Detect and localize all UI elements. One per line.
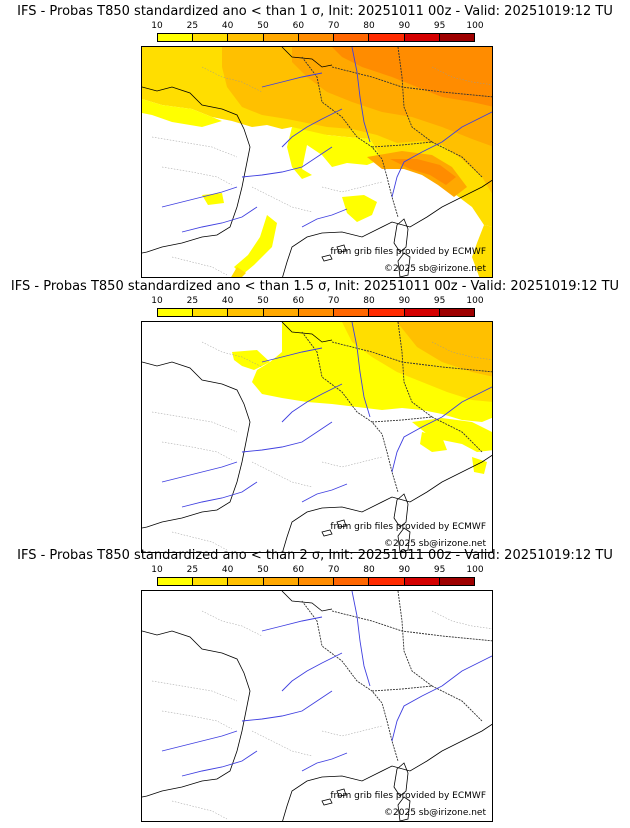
probability-map: from grib files provided by ECMWF ©2025 … (141, 321, 493, 553)
colorbar-segment (193, 578, 229, 585)
source-credit: from grib files provided by ECMWF (330, 522, 486, 532)
colorbar-tick-label: 10 (151, 21, 163, 31)
colorbar-segment (439, 34, 474, 41)
colorbar-tick-label: 80 (363, 565, 375, 575)
colorbar-tick-label: 25 (186, 21, 199, 31)
colorbar-tick-label: 80 (363, 21, 375, 31)
colorbar-tick-label: 60 (292, 565, 305, 575)
map-canvas (142, 591, 492, 821)
forecast-panel-2sigma: IFS - Probas T850 standardized ano < tha… (0, 548, 630, 824)
colorbar-tick-label: 40 (221, 296, 234, 306)
colorbar-segment (298, 578, 335, 585)
probability-fill (142, 47, 492, 277)
colorbar-segment (404, 309, 440, 316)
rivers (161, 47, 492, 233)
colorbar-segment (369, 309, 405, 316)
colorbar-segment (369, 34, 405, 41)
borders (301, 591, 492, 762)
colorbar-tick-label: 40 (221, 565, 234, 575)
admin-lines (151, 66, 492, 276)
colorbar-segment (263, 34, 299, 41)
colorbar-segment (228, 578, 264, 585)
colorbar-segment (298, 34, 335, 41)
colorbar-tick-label: 95 (433, 565, 446, 575)
copyright-credit: ©2025 sb@irizone.net (384, 264, 486, 274)
colorbar-tick-label: 50 (257, 21, 269, 31)
colorbar-tick-label: 40 (221, 21, 234, 31)
colorbar-tick-label: 100 (466, 565, 484, 575)
forecast-panel-1sigma: IFS - Probas T850 standardized ano < tha… (0, 4, 630, 280)
colorbar-ticks: 10 25 40 50 60 70 80 90 95 100 (151, 296, 483, 307)
colorbar-tick-label: 95 (433, 21, 446, 31)
colorbar-segment (404, 34, 440, 41)
colorbar-segment (439, 309, 474, 316)
colorbar-tick-label: 25 (186, 565, 199, 575)
admin-lines (151, 341, 492, 551)
colorbar-segment (193, 309, 229, 316)
colorbar-ticks: 10 25 40 50 60 70 80 90 95 100 (151, 21, 483, 32)
colorbar-tick-label: 70 (327, 296, 340, 306)
colorbar-segment (334, 34, 370, 41)
colorbar-segment (404, 578, 440, 585)
colorbar-tick-label: 50 (257, 296, 269, 306)
coastlines (142, 47, 492, 277)
colorbar-segment (263, 309, 299, 316)
probability-map: from grib files provided by ECMWF ©2025 … (141, 590, 493, 822)
probability-colorbar (157, 33, 475, 42)
colorbar-segment (228, 34, 264, 41)
colorbar-tick-label: 90 (398, 296, 411, 306)
coastlines (142, 322, 492, 552)
probability-colorbar (157, 308, 475, 317)
copyright-credit: ©2025 sb@irizone.net (384, 539, 486, 549)
colorbar-tick-label: 60 (292, 21, 305, 31)
colorbar-tick-label: 60 (292, 296, 305, 306)
colorbar-segment (439, 578, 474, 585)
colorbar-tick-label: 70 (327, 565, 340, 575)
colorbar-tick-label: 100 (466, 21, 484, 31)
colorbar-tick-label: 95 (433, 296, 446, 306)
probability-colorbar (157, 577, 475, 586)
colorbar-tick-label: 10 (151, 296, 163, 306)
source-credit: from grib files provided by ECMWF (330, 791, 486, 801)
colorbar-tick-label: 90 (398, 565, 411, 575)
colorbar-tick-label: 80 (363, 296, 375, 306)
map-canvas (142, 47, 492, 277)
colorbar-segment (369, 578, 405, 585)
rivers (161, 322, 492, 508)
colorbar-segment (158, 578, 194, 585)
forecast-panel-1-5sigma: IFS - Probas T850 standardized ano < tha… (0, 279, 630, 555)
colorbar-segment (158, 34, 194, 41)
panel-title: IFS - Probas T850 standardized ano < tha… (17, 548, 613, 563)
source-credit: from grib files provided by ECMWF (330, 247, 486, 257)
colorbar-tick-label: 25 (186, 296, 199, 306)
colorbar-tick-label: 70 (327, 21, 340, 31)
copyright-credit: ©2025 sb@irizone.net (384, 808, 486, 818)
colorbar-segment (228, 309, 264, 316)
colorbar-segment (334, 578, 370, 585)
colorbar-tick-label: 10 (151, 565, 163, 575)
colorbar-segment (334, 309, 370, 316)
colorbar-segment (263, 578, 299, 585)
probability-map: from grib files provided by ECMWF ©2025 … (141, 46, 493, 278)
colorbar-tick-label: 100 (466, 296, 484, 306)
borders (301, 322, 492, 493)
colorbar-segment (193, 34, 229, 41)
rivers (161, 591, 492, 777)
colorbar-tick-label: 90 (398, 21, 411, 31)
borders (301, 47, 492, 218)
colorbar-segment (298, 309, 335, 316)
colorbar-segment (158, 309, 194, 316)
panel-title: IFS - Probas T850 standardized ano < tha… (17, 4, 613, 19)
colorbar-tick-label: 50 (257, 565, 269, 575)
admin-lines (151, 610, 492, 820)
probability-fill (232, 322, 492, 474)
panel-title: IFS - Probas T850 standardized ano < tha… (10, 279, 620, 294)
coastlines (142, 591, 492, 821)
colorbar-ticks: 10 25 40 50 60 70 80 90 95 100 (151, 565, 483, 576)
map-canvas (142, 322, 492, 552)
